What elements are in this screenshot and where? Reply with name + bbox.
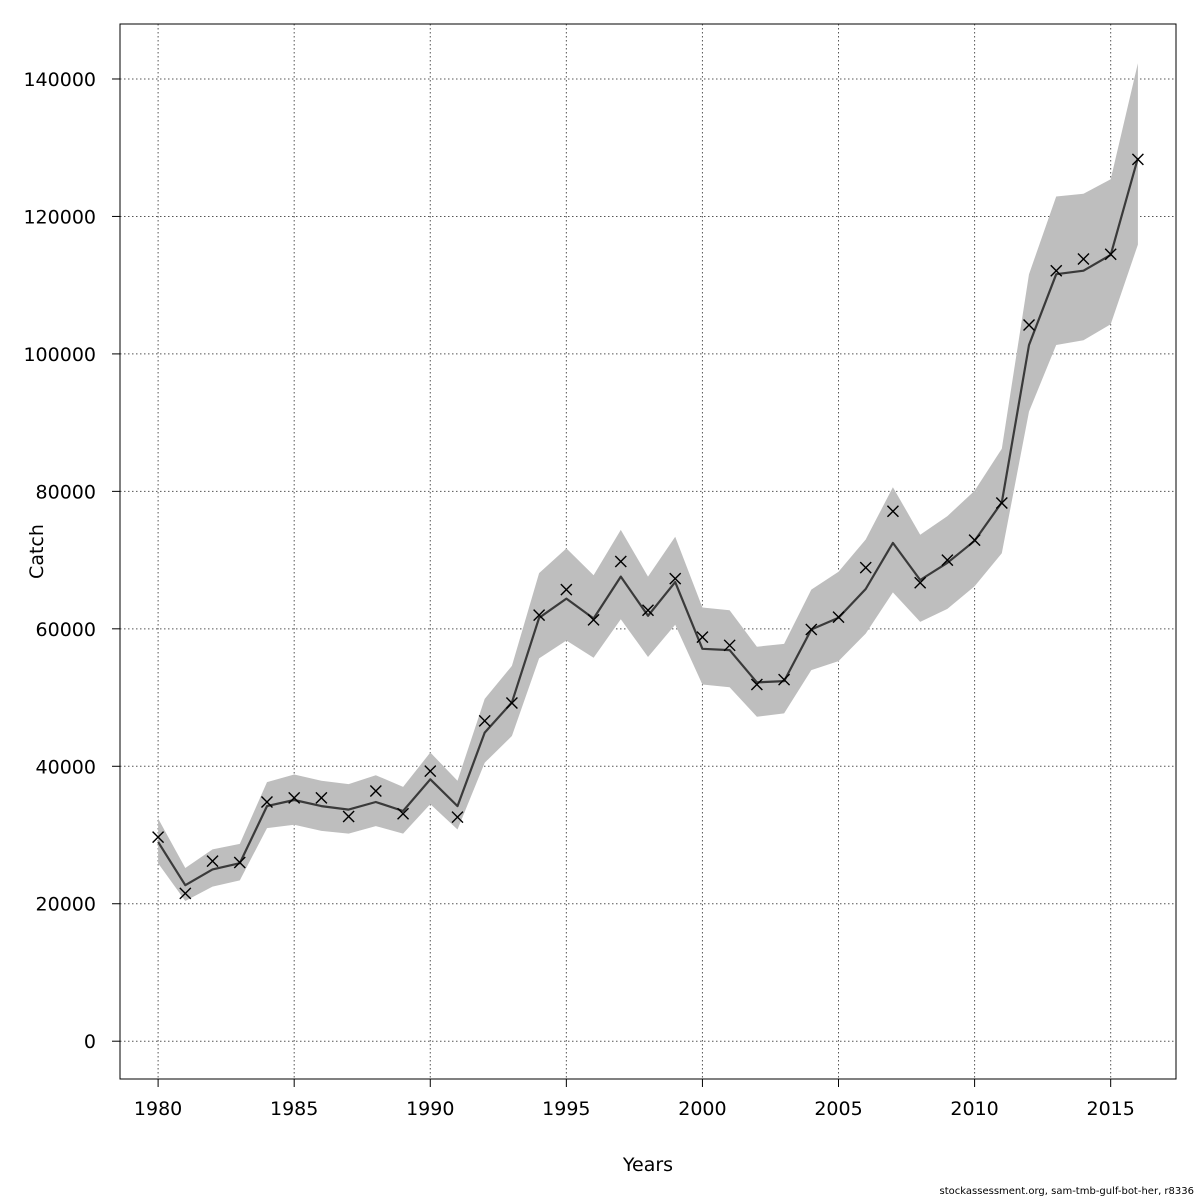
observed-point: [260, 796, 273, 809]
observed-point: [424, 765, 437, 778]
y-tick-label: 20000: [36, 894, 96, 916]
observed-point: [560, 583, 573, 596]
observed-point: [587, 613, 600, 626]
observed-point: [778, 673, 791, 686]
confidence-band: [158, 63, 1138, 901]
observed-point: [1077, 253, 1090, 266]
observed-point: [723, 639, 736, 652]
plot-frame: [119, 23, 1177, 1080]
observed-point: [1131, 153, 1144, 166]
x-tick-label: 2010: [950, 1098, 998, 1120]
observed-point: [233, 856, 246, 869]
observed-point: [968, 534, 981, 547]
observed-point: [152, 831, 165, 844]
x-axis-title: Years: [622, 1154, 673, 1176]
observed-point: [1104, 248, 1117, 261]
observed-point: [451, 811, 464, 824]
observed-point: [832, 611, 845, 624]
observed-point: [505, 697, 518, 710]
y-tick-label: 80000: [36, 481, 96, 503]
y-tick-label: 0: [84, 1031, 96, 1053]
grid-lines: [120, 24, 1176, 1079]
observed-markers: [152, 153, 1144, 900]
y-tick-label: 60000: [36, 619, 96, 641]
observed-point: [669, 572, 682, 585]
confidence-band-layer: [158, 63, 1138, 901]
observed-point: [179, 887, 192, 900]
y-axis-title: Catch: [26, 524, 48, 579]
y-tick-label: 100000: [23, 344, 96, 366]
axes: 1980 1985 1990 1995 2000 2005 2010 2015 0 20000 40…: [23, 69, 1134, 1120]
observed-point: [696, 631, 709, 644]
x-tick-label: 1980: [134, 1098, 182, 1120]
observed-point: [397, 807, 410, 820]
observed-point: [886, 505, 899, 518]
y-tick-label: 40000: [36, 756, 96, 778]
x-tick-label: 2005: [814, 1098, 862, 1120]
observed-point: [206, 855, 219, 868]
observed-point: [614, 555, 627, 568]
observed-point: [1023, 319, 1036, 332]
x-tick-label: 1990: [406, 1098, 454, 1120]
source-credit: stockassessment.org, sam-tmb-gulf-bot-he…: [939, 1186, 1194, 1197]
observed-point: [914, 576, 927, 589]
y-tick-label: 120000: [23, 206, 96, 228]
observed-point: [369, 785, 382, 798]
x-tick-label: 1985: [270, 1098, 318, 1120]
observed-point: [478, 714, 491, 727]
observed-point: [1050, 264, 1063, 277]
x-tick-label: 2015: [1087, 1098, 1135, 1120]
observed-point: [941, 554, 954, 567]
observed-point: [859, 561, 872, 574]
observed-point: [315, 791, 328, 804]
observed-point: [342, 810, 355, 823]
x-tick-label: 1995: [542, 1098, 590, 1120]
x-tick-label: 2000: [678, 1098, 726, 1120]
observed-point: [533, 609, 546, 622]
observed-point: [642, 604, 654, 617]
observed-point: [288, 791, 301, 804]
observed-point: [805, 623, 818, 636]
observed-point: [995, 497, 1008, 510]
y-tick-label: 140000: [23, 69, 96, 91]
observed-point: [750, 678, 763, 691]
